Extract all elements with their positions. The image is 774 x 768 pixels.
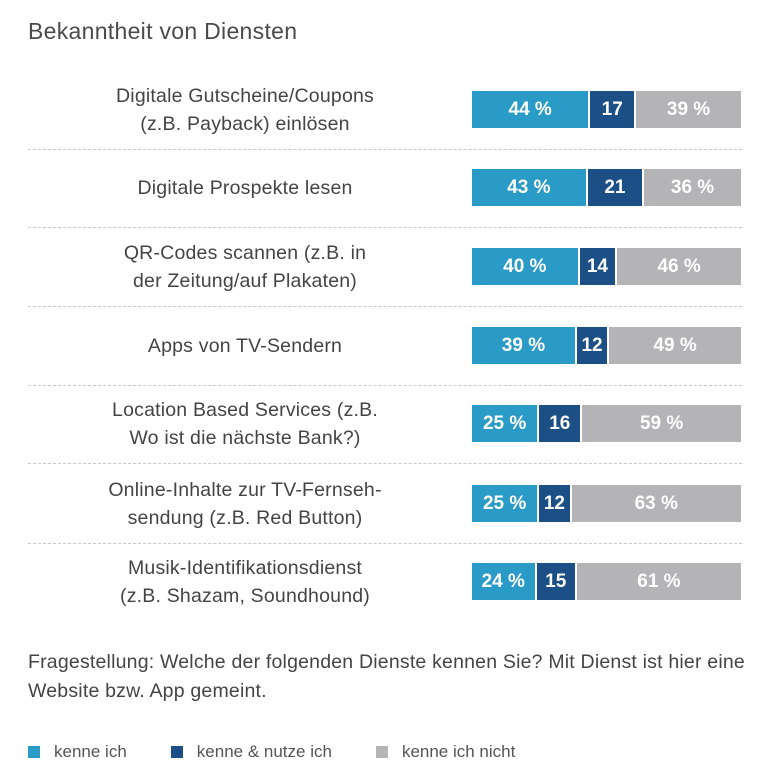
stacked-bar: 25 % 12 63 % [472, 485, 741, 522]
category-label: Online-Inhalte zur TV-Fernseh-sendung (z… [30, 476, 460, 532]
chart-row: Online-Inhalte zur TV-Fernseh-sendung (z… [0, 474, 774, 552]
chart-row: Musik-Identifikationsdienst (z.B. Shazam,… [0, 552, 774, 630]
bar-segment-nutze: 12 [576, 327, 610, 364]
bar-segment-nutze: 15 [536, 563, 577, 600]
bar-segment-nicht: 39 % [636, 91, 741, 128]
category-label-line: Location Based Services (z.B. [112, 399, 378, 421]
legend-item: kenne & nutze ich [170, 742, 332, 762]
chart-row: Apps von TV-Sendern 39 % 12 49 % [0, 316, 774, 394]
bar-segment-kenne: 25 % [472, 485, 540, 522]
category-label-line: Online-Inhalte zur TV-Fernseh- [108, 479, 382, 501]
category-label-line: Apps von TV-Sendern [147, 335, 343, 357]
bar-segment-kenne: 43 % [472, 169, 588, 206]
category-label-line: Digitale Gutscheine/Coupons [116, 85, 374, 107]
category-label-line: QR-Codes scannen (z.B. in [123, 242, 367, 264]
category-label: Apps von TV-Sendern [30, 332, 460, 360]
category-label-line: sendung (z.B. Red Button) [127, 507, 363, 529]
category-label: Musik-Identifikationsdienst (z.B. Shazam,… [30, 554, 460, 610]
question-text: Fragestellung: Welche der folgenden Dien… [28, 651, 745, 702]
legend-label: kenne ich [54, 742, 127, 761]
stacked-bar: 39 % 12 49 % [472, 327, 741, 364]
category-label-line: Digitale Prospekte lesen [137, 177, 353, 199]
category-label-line: Musik-Identifikationsdienst [127, 557, 363, 579]
category-label-line: (z.B. Shazam, Soundhound) [120, 585, 370, 607]
legend: kenne ich kenne & nutze ich kenne ich nich… [28, 742, 559, 762]
row-divider [28, 227, 742, 228]
stacked-bar: 44 % 17 39 % [472, 91, 741, 128]
category-label: Digitale Gutscheine/Coupons (z.B. Payback… [30, 82, 460, 138]
chart-row: Digitale Gutscheine/Coupons (z.B. Payback… [0, 80, 774, 158]
bar-segment-nutze: 21 [587, 169, 645, 206]
category-label-line: der Zeitung/auf Plakaten) [133, 270, 357, 292]
row-divider [28, 543, 742, 544]
row-divider [28, 306, 742, 307]
stacked-bar: 40 % 14 46 % [472, 248, 741, 285]
bar-segment-nutze: 14 [579, 248, 618, 285]
bar-segment-kenne: 24 % [472, 563, 537, 600]
row-divider [28, 463, 742, 464]
bar-segment-nicht: 36 % [644, 169, 741, 206]
chart-row: QR-Codes scannen (z.B. in der Zeitung/auf… [0, 237, 774, 315]
bar-segment-nutze: 16 [539, 405, 583, 442]
row-divider [28, 149, 742, 150]
category-label: Digitale Prospekte lesen [30, 174, 460, 202]
bar-segment-nicht: 46 % [617, 248, 741, 285]
category-label-line: Wo ist die nächste Bank?) [129, 427, 361, 449]
category-label: QR-Codes scannen (z.B. in der Zeitung/auf… [30, 239, 460, 295]
stacked-bar: 43 % 21 36 % [472, 169, 741, 206]
bar-segment-kenne: 25 % [472, 405, 540, 442]
bar-segment-kenne: 39 % [472, 327, 577, 364]
bar-segment-nutze: 17 [590, 91, 637, 128]
bar-segment-kenne: 44 % [472, 91, 591, 128]
row-divider [28, 385, 742, 386]
bar-segment-nicht: 59 % [582, 405, 741, 442]
stacked-bar: 24 % 15 61 % [472, 563, 741, 600]
legend-label: kenne & nutze ich [196, 742, 332, 761]
legend-item: kenne ich nicht [375, 742, 516, 762]
bar-segment-nicht: 49 % [609, 327, 741, 364]
bar-segment-nicht: 61 % [576, 563, 741, 600]
bar-segment-nicht: 63 % [571, 485, 741, 522]
category-label: Location Based Services (z.B. Wo ist die … [30, 396, 460, 452]
legend-swatch [28, 746, 40, 758]
bar-segment-nutze: 12 [539, 485, 572, 522]
bar-segment-kenne: 40 % [472, 248, 580, 285]
legend-item: kenne ich [28, 742, 127, 762]
legend-swatch [375, 746, 388, 758]
category-label-line: (z.B. Payback) einlösen [140, 113, 350, 135]
chart-title: Bekanntheit von Diensten [28, 18, 298, 44]
stacked-bar: 25 % 16 59 % [472, 405, 741, 442]
chart-row: Digitale Prospekte lesen 43 % 21 36 % [0, 158, 774, 236]
legend-swatch [170, 746, 183, 758]
legend-label: kenne ich nicht [401, 742, 516, 761]
chart-row: Location Based Services (z.B. Wo ist die … [0, 394, 774, 472]
